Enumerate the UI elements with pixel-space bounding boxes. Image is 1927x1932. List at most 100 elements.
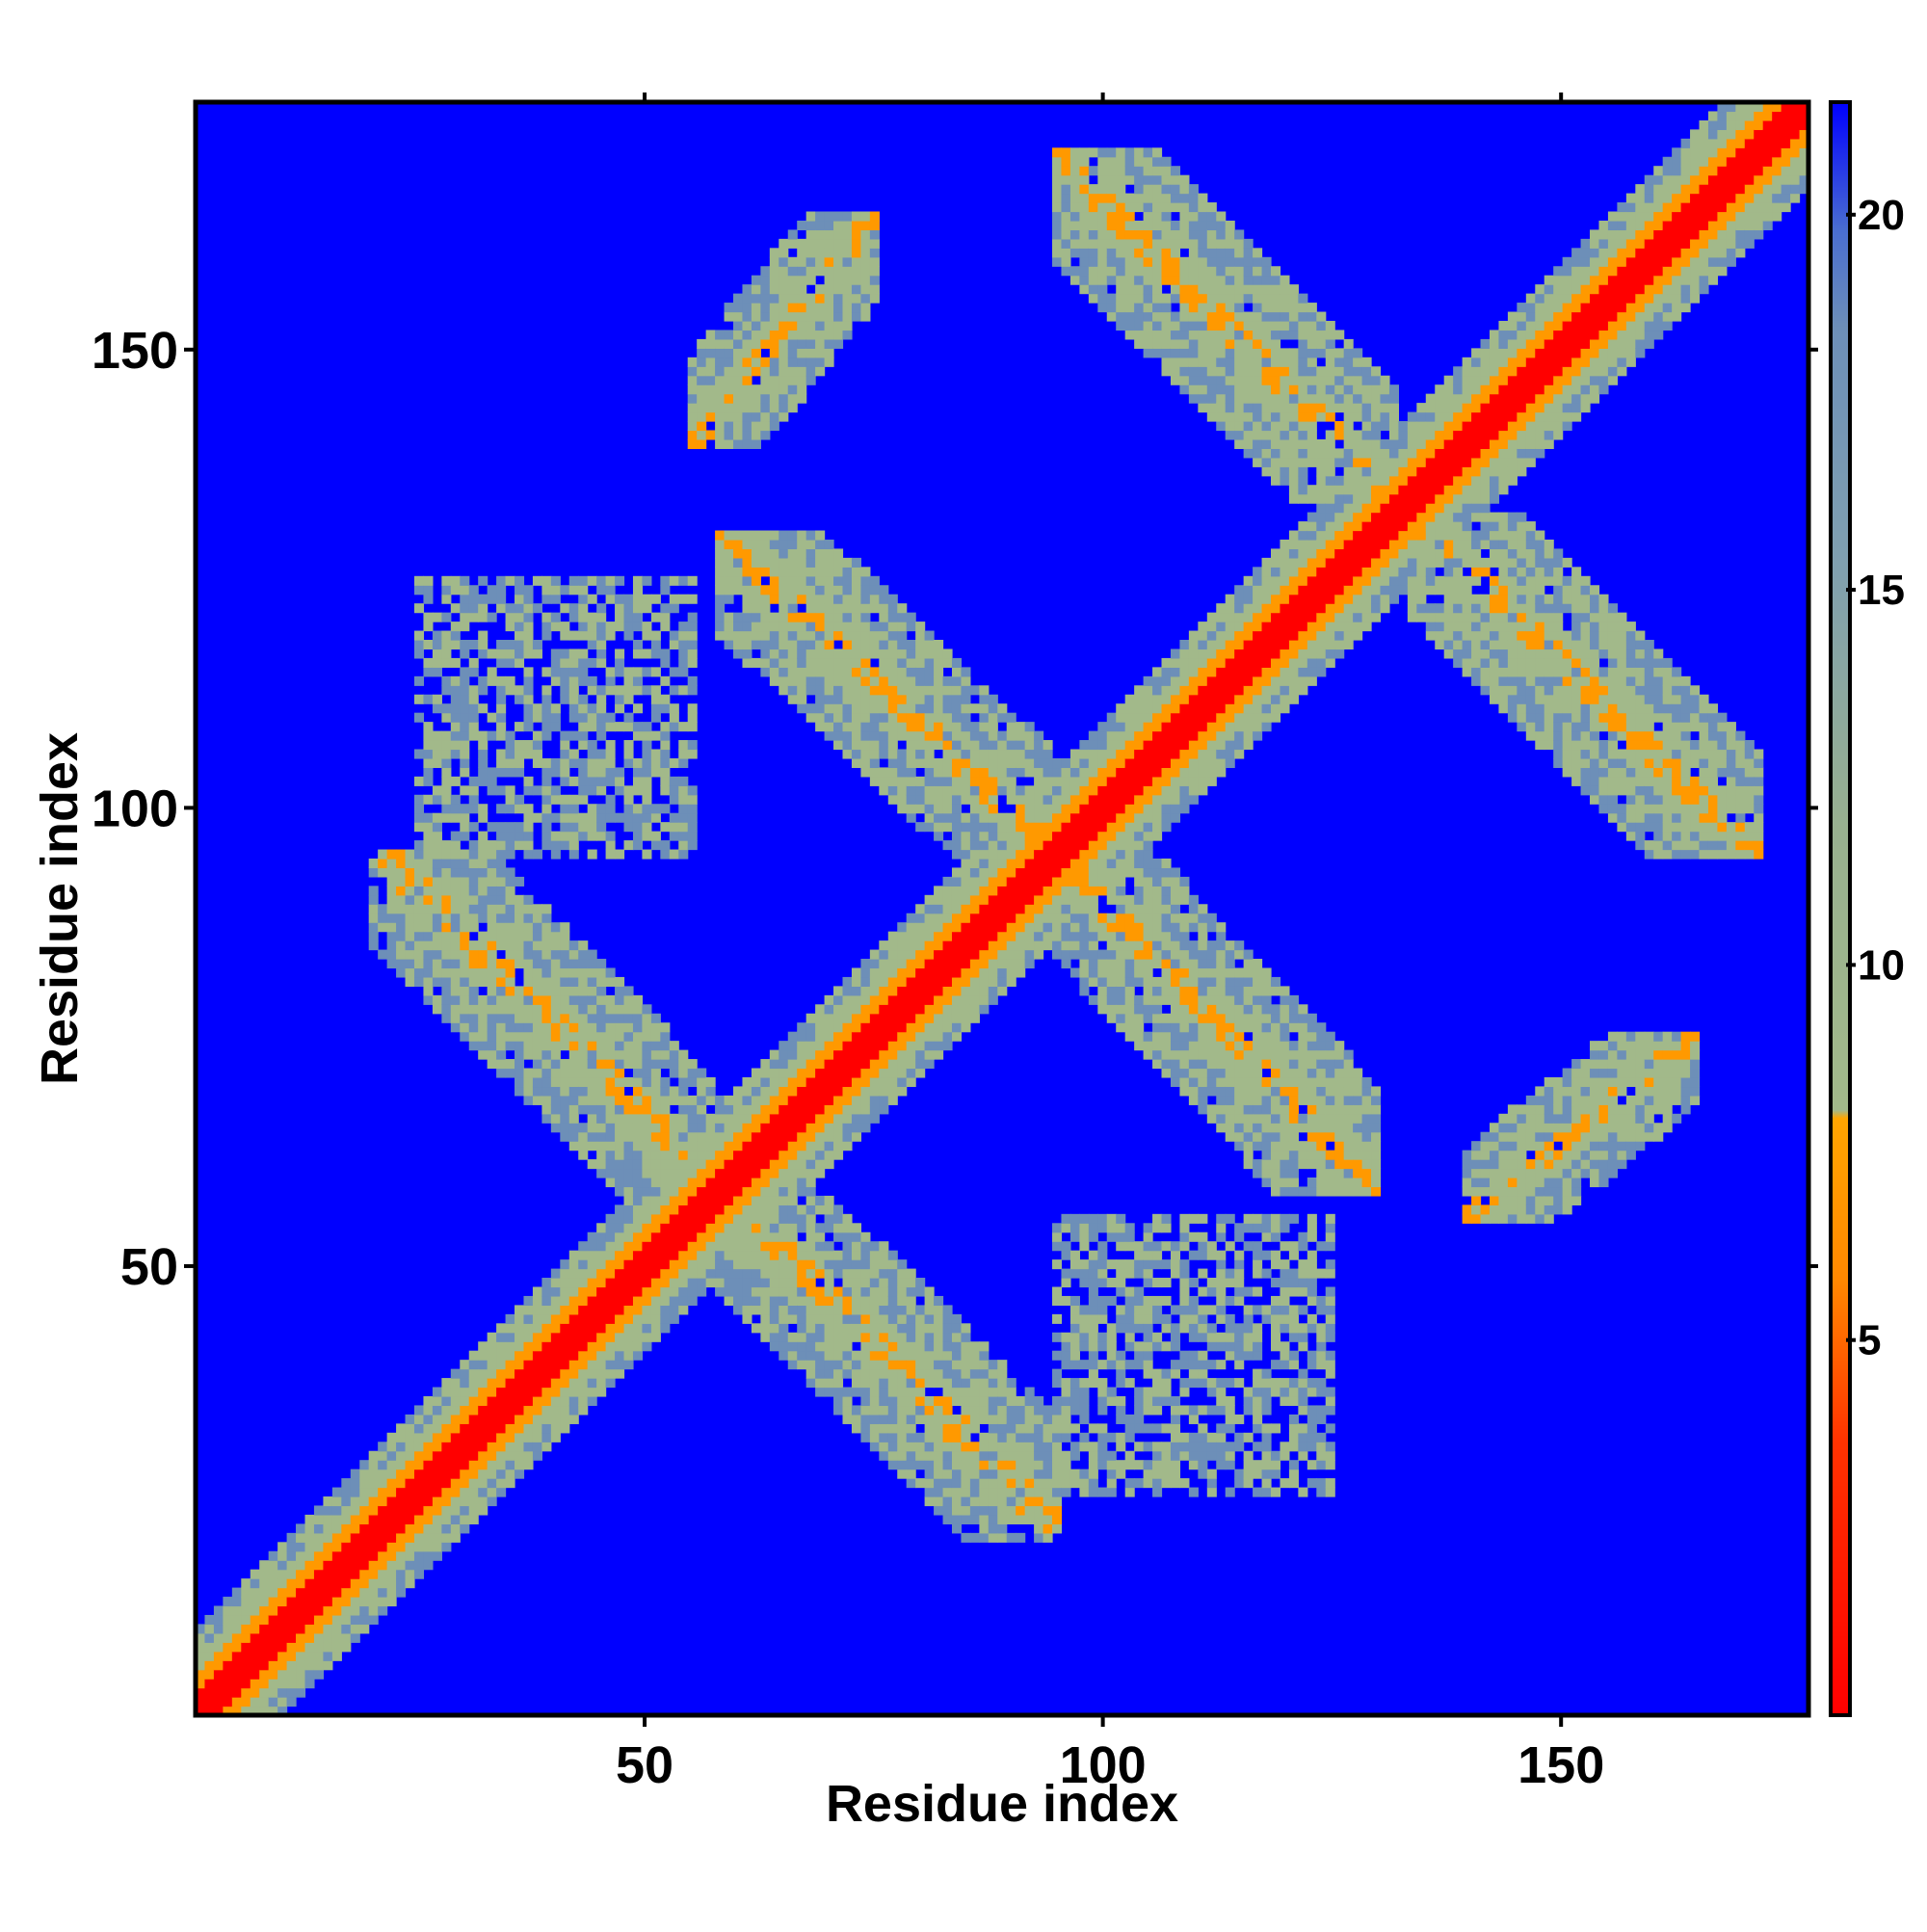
heatmap-cell xyxy=(824,1241,834,1252)
heatmap-cell xyxy=(1088,876,1098,887)
heatmap-cell xyxy=(331,1605,342,1616)
heatmap-cell xyxy=(979,1460,990,1470)
heatmap-cell xyxy=(742,338,752,349)
heatmap-cell xyxy=(697,1259,707,1270)
heatmap-cell xyxy=(596,1059,607,1070)
heatmap-cell xyxy=(605,1150,616,1160)
heatmap-cell xyxy=(751,1195,761,1205)
heatmap-cell xyxy=(1024,767,1035,778)
heatmap-cell xyxy=(478,1395,488,1407)
heatmap-cell xyxy=(250,1697,260,1707)
heatmap-cell xyxy=(815,1059,826,1070)
heatmap-cell xyxy=(760,411,771,422)
heatmap-cell xyxy=(724,557,734,568)
heatmap-cell xyxy=(779,1286,789,1297)
heatmap-cell xyxy=(997,1360,1008,1370)
heatmap-cell xyxy=(851,220,862,231)
heatmap-cell xyxy=(1016,940,1026,951)
heatmap-cell xyxy=(505,940,515,951)
heatmap-cell xyxy=(797,585,807,595)
heatmap-cell xyxy=(760,266,771,277)
heatmap-cell xyxy=(550,1004,561,1015)
heatmap-cell xyxy=(733,303,744,313)
heatmap-cell xyxy=(578,657,589,668)
heatmap-cell xyxy=(386,1587,397,1598)
heatmap-cell xyxy=(423,894,434,905)
heatmap-cell xyxy=(350,1550,360,1561)
heatmap-cell xyxy=(797,530,807,541)
heatmap-cell xyxy=(697,1178,707,1188)
heatmap-cell xyxy=(669,1159,679,1170)
heatmap-cell xyxy=(715,375,726,385)
heatmap-cell xyxy=(869,220,880,231)
heatmap-cell xyxy=(934,675,944,686)
heatmap-cell xyxy=(805,320,816,331)
heatmap-cell xyxy=(924,1295,935,1307)
heatmap-cell xyxy=(1024,1442,1035,1452)
heatmap-cell xyxy=(951,1487,963,1497)
heatmap-cell xyxy=(460,612,470,622)
heatmap-cell xyxy=(851,229,862,240)
heatmap-cell xyxy=(934,812,944,823)
heatmap-cell xyxy=(568,967,579,978)
heatmap-cell xyxy=(515,794,525,805)
heatmap-cell xyxy=(961,1022,971,1033)
heatmap-cell xyxy=(1069,1360,1080,1370)
heatmap-cell xyxy=(642,1104,652,1115)
heatmap-cell xyxy=(887,1442,898,1452)
heatmap-cell xyxy=(961,685,971,696)
heatmap-cell xyxy=(687,804,698,814)
heatmap-cell xyxy=(660,1059,671,1070)
heatmap-cell xyxy=(715,630,726,641)
heatmap-cell xyxy=(441,594,452,604)
heatmap-cell xyxy=(1069,1478,1080,1489)
heatmap-cell xyxy=(550,722,561,732)
heatmap-cell xyxy=(450,575,461,586)
heatmap-cell xyxy=(842,567,853,577)
heatmap-cell xyxy=(951,1442,963,1452)
heatmap-cell xyxy=(924,913,935,923)
heatmap-cell xyxy=(824,1013,834,1023)
heatmap-cell xyxy=(879,994,889,1005)
heatmap-cell xyxy=(1079,211,1090,222)
heatmap-cell xyxy=(1079,1341,1090,1352)
heatmap-cell xyxy=(851,1004,862,1015)
heatmap-cell xyxy=(851,1223,862,1233)
heatmap-cell xyxy=(897,1442,908,1452)
heatmap-cell xyxy=(259,1560,270,1571)
heatmap-cell xyxy=(851,1123,862,1133)
heatmap-cell xyxy=(1016,1405,1026,1416)
heatmap-cell xyxy=(897,730,908,741)
heatmap-cell xyxy=(934,776,944,786)
heatmap-cell xyxy=(359,1587,370,1598)
heatmap-cell xyxy=(532,1442,542,1452)
heatmap-cell xyxy=(523,1442,534,1452)
heatmap-cell xyxy=(742,648,752,659)
heatmap-cell xyxy=(842,730,853,741)
heatmap-cell xyxy=(997,749,1008,759)
heatmap-cell xyxy=(587,1341,597,1352)
heatmap-cell xyxy=(869,986,880,996)
heatmap-cell xyxy=(924,1013,935,1023)
heatmap-cell xyxy=(441,1414,452,1424)
heatmap-cell xyxy=(979,1432,990,1442)
heatmap-cell xyxy=(615,1031,625,1042)
heatmap-cell xyxy=(1088,849,1098,860)
heatmap-cell xyxy=(623,1031,634,1042)
heatmap-cell xyxy=(596,804,607,814)
heatmap-cell xyxy=(1069,1305,1080,1315)
heatmap-cell xyxy=(906,1022,916,1033)
heatmap-cell xyxy=(623,712,634,723)
heatmap-cell xyxy=(632,767,644,778)
heatmap-cell xyxy=(413,575,425,586)
heatmap-cell xyxy=(787,1086,798,1097)
heatmap-cell xyxy=(887,1022,898,1033)
heatmap-cell xyxy=(969,1368,980,1379)
heatmap-cell xyxy=(468,1450,479,1461)
heatmap-cell xyxy=(632,675,644,686)
heatmap-cell xyxy=(669,1223,679,1233)
heatmap-cell xyxy=(650,685,661,696)
heatmap-cell xyxy=(1024,812,1035,823)
heatmap-cell xyxy=(1079,266,1090,277)
heatmap-cell xyxy=(432,749,442,759)
